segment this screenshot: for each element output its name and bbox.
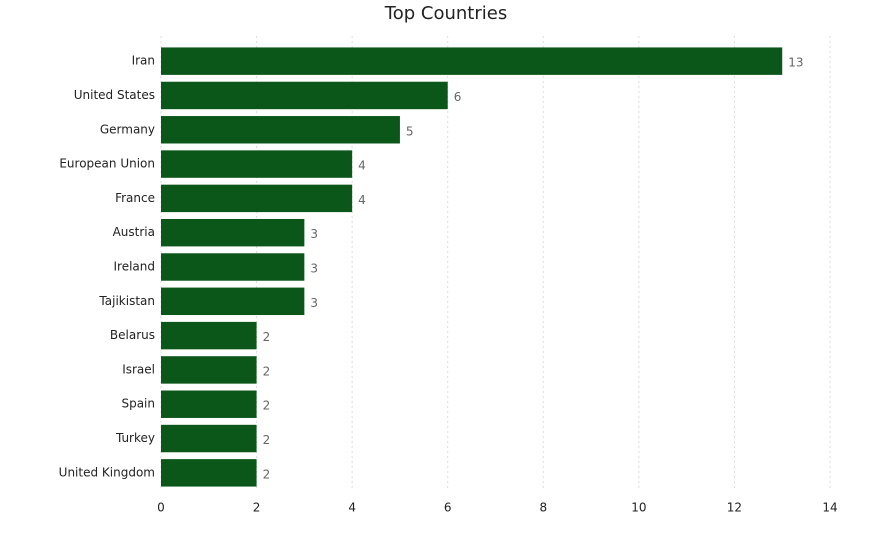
- bar: [161, 424, 257, 453]
- bar: [161, 116, 400, 144]
- y-tick-label: Iran: [132, 54, 155, 68]
- x-tick-label: 12: [727, 501, 742, 515]
- value-label: 6: [454, 90, 462, 104]
- x-tick-label: 10: [631, 501, 646, 515]
- value-label: 2: [263, 330, 271, 344]
- y-tick-label: Ireland: [113, 260, 155, 274]
- value-label: 2: [263, 467, 271, 481]
- x-tick-label: 2: [253, 501, 261, 515]
- bar: [161, 253, 305, 281]
- y-tick-label: Turkey: [115, 431, 155, 445]
- y-tick-label: United Kingdom: [59, 465, 155, 479]
- bar: [161, 81, 448, 110]
- y-tick-label: Israel: [122, 362, 155, 376]
- bar: [161, 459, 257, 487]
- bar: [161, 184, 353, 213]
- chart-title: Top Countries: [384, 3, 507, 24]
- x-tick-label: 0: [157, 501, 165, 515]
- value-label: 2: [263, 433, 271, 447]
- y-tick-label: United States: [74, 88, 155, 102]
- bar: [161, 218, 305, 247]
- value-label: 3: [310, 262, 318, 276]
- y-tick-label: Spain: [121, 397, 155, 411]
- y-tick-label: Tajikistan: [98, 294, 155, 308]
- value-label: 2: [263, 364, 271, 378]
- value-label: 3: [310, 296, 318, 310]
- x-tick-label: 14: [822, 501, 837, 515]
- bar: [161, 287, 305, 316]
- value-label: 3: [310, 227, 318, 241]
- y-tick-label: European Union: [59, 157, 155, 171]
- value-label: 4: [358, 193, 366, 207]
- bar: [161, 47, 783, 75]
- y-tick-label: Austria: [113, 225, 155, 239]
- bar: [161, 321, 257, 350]
- value-label: 13: [788, 56, 803, 70]
- value-label: 5: [406, 124, 414, 138]
- x-tick-label: 4: [348, 501, 356, 515]
- y-tick-label: Germany: [100, 122, 155, 136]
- bar: [161, 356, 257, 384]
- y-tick-label: France: [115, 191, 155, 205]
- y-tick-label: Belarus: [110, 328, 155, 342]
- value-label: 4: [358, 159, 366, 173]
- x-tick-label: 6: [444, 501, 452, 515]
- bar: [161, 390, 257, 418]
- x-tick-label: 8: [539, 501, 547, 515]
- bar: [161, 150, 353, 178]
- value-label: 2: [263, 399, 271, 413]
